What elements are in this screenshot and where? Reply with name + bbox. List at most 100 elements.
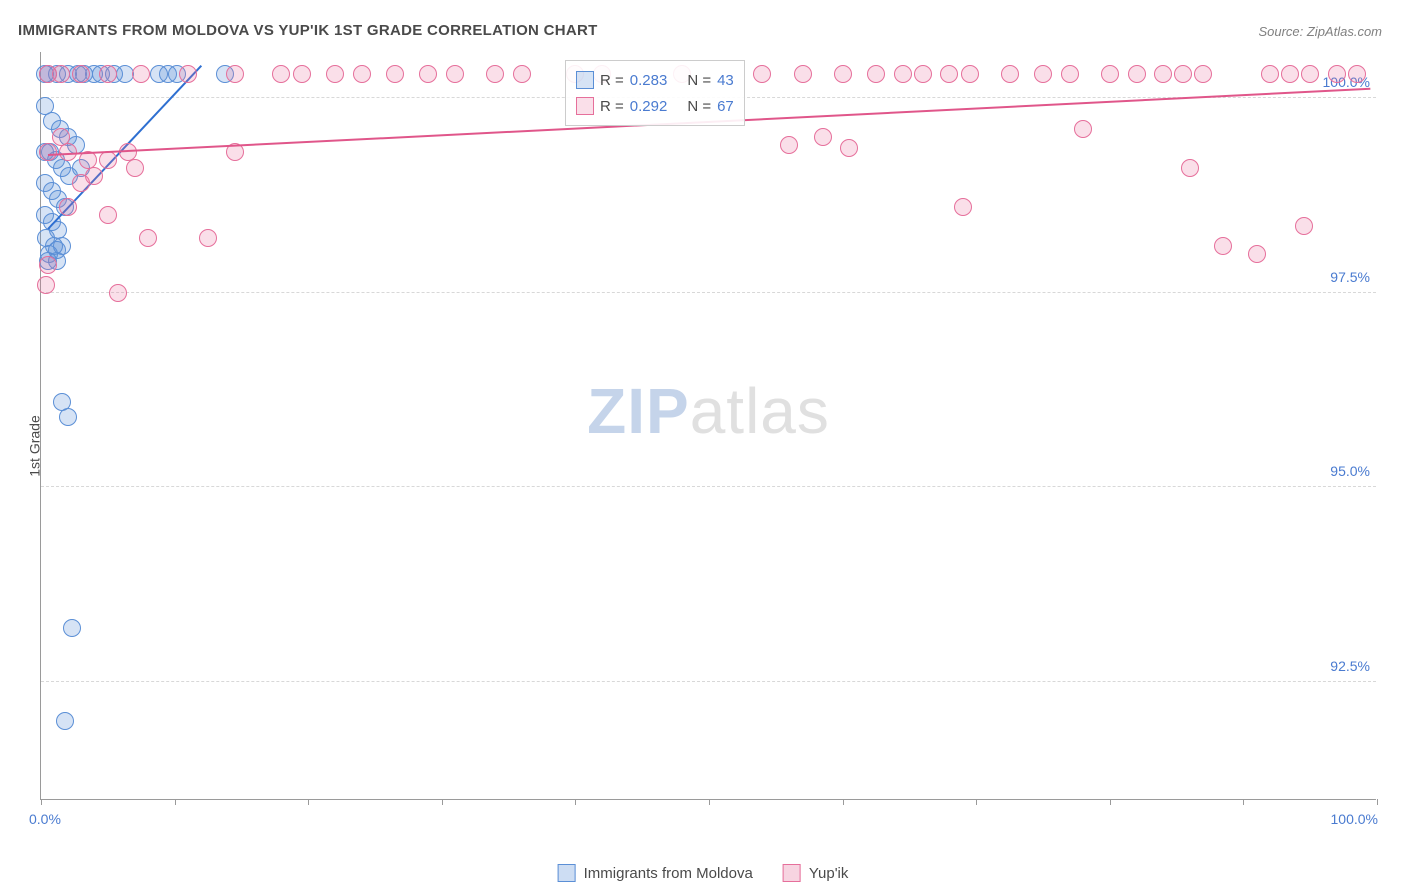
data-point xyxy=(386,65,404,83)
legend-bottom: Immigrants from Moldova Yup'ik xyxy=(558,864,849,882)
data-point xyxy=(37,276,55,294)
data-point xyxy=(1101,65,1119,83)
data-point xyxy=(139,229,157,247)
data-point xyxy=(1001,65,1019,83)
data-point xyxy=(940,65,958,83)
x-tick xyxy=(1243,799,1244,805)
data-point xyxy=(1061,65,1079,83)
data-point xyxy=(72,174,90,192)
x-tick xyxy=(843,799,844,805)
data-point xyxy=(99,65,117,83)
data-point xyxy=(834,65,852,83)
data-point xyxy=(179,65,197,83)
y-tick-label: 92.5% xyxy=(1330,658,1370,674)
data-point xyxy=(1154,65,1172,83)
data-point xyxy=(814,128,832,146)
data-point xyxy=(199,229,217,247)
data-point xyxy=(72,65,90,83)
watermark-zip: ZIP xyxy=(587,375,690,447)
data-point xyxy=(1181,159,1199,177)
data-point xyxy=(126,159,144,177)
legend-swatch xyxy=(783,864,801,882)
plot-area: ZIPatlas 92.5%95.0%97.5%100.0%0.0%100.0% xyxy=(40,52,1376,800)
stat-r-label: R = xyxy=(600,98,624,115)
data-point xyxy=(1248,245,1266,263)
x-tick xyxy=(575,799,576,805)
data-point xyxy=(914,65,932,83)
data-point xyxy=(1174,65,1192,83)
data-point xyxy=(780,136,798,154)
data-point xyxy=(132,65,150,83)
data-point xyxy=(961,65,979,83)
data-point xyxy=(109,284,127,302)
legend-swatch xyxy=(576,97,594,115)
gridline xyxy=(41,486,1376,487)
legend-label: Yup'ik xyxy=(809,865,849,882)
x-tick xyxy=(175,799,176,805)
data-point xyxy=(1281,65,1299,83)
data-point xyxy=(486,65,504,83)
legend-stats-row: R = 0.283 N = 43 xyxy=(576,67,734,93)
data-point xyxy=(1214,237,1232,255)
stat-n-value: 43 xyxy=(717,72,734,89)
watermark-atlas: atlas xyxy=(690,375,830,447)
x-tick xyxy=(1110,799,1111,805)
legend-stats-row: R = 0.292N = 67 xyxy=(576,93,734,119)
data-point xyxy=(56,712,74,730)
stat-n-label: N = xyxy=(687,72,711,89)
data-point xyxy=(59,198,77,216)
stat-n-value: 67 xyxy=(717,98,734,115)
data-point xyxy=(39,143,57,161)
data-point xyxy=(1194,65,1212,83)
x-tick xyxy=(1377,799,1378,805)
data-point xyxy=(1074,120,1092,138)
data-point xyxy=(1261,65,1279,83)
data-point xyxy=(867,65,885,83)
legend-stats-box: R = 0.283 N = 43 R = 0.292N = 67 xyxy=(565,60,745,126)
x-tick xyxy=(308,799,309,805)
legend-item: Yup'ik xyxy=(783,864,849,882)
gridline xyxy=(41,292,1376,293)
data-point xyxy=(52,128,70,146)
data-point xyxy=(419,65,437,83)
data-point xyxy=(99,206,117,224)
chart-title: IMMIGRANTS FROM MOLDOVA VS YUP'IK 1ST GR… xyxy=(18,22,598,39)
stat-r-value: 0.283 xyxy=(630,72,668,89)
source-attribution: Source: ZipAtlas.com xyxy=(1258,24,1382,39)
data-point xyxy=(272,65,290,83)
data-point xyxy=(513,65,531,83)
legend-swatch xyxy=(558,864,576,882)
data-point xyxy=(446,65,464,83)
gridline xyxy=(41,681,1376,682)
x-tick-label: 0.0% xyxy=(29,811,61,827)
watermark: ZIPatlas xyxy=(587,374,830,448)
data-point xyxy=(1128,65,1146,83)
y-tick-label: 97.5% xyxy=(1330,269,1370,285)
data-point xyxy=(39,256,57,274)
data-point xyxy=(353,65,371,83)
data-point xyxy=(63,619,81,637)
y-tick-label: 95.0% xyxy=(1330,463,1370,479)
data-point xyxy=(59,408,77,426)
x-tick xyxy=(41,799,42,805)
data-point xyxy=(1295,217,1313,235)
stat-r-value: 0.292 xyxy=(630,98,668,115)
legend-label: Immigrants from Moldova xyxy=(584,865,753,882)
data-point xyxy=(293,65,311,83)
data-point xyxy=(226,65,244,83)
data-point xyxy=(794,65,812,83)
data-point xyxy=(1348,65,1366,83)
data-point xyxy=(894,65,912,83)
x-tick xyxy=(442,799,443,805)
x-tick xyxy=(976,799,977,805)
data-point xyxy=(52,65,70,83)
data-point xyxy=(1034,65,1052,83)
data-point xyxy=(954,198,972,216)
chart-container: IMMIGRANTS FROM MOLDOVA VS YUP'IK 1ST GR… xyxy=(0,0,1406,892)
legend-swatch xyxy=(576,71,594,89)
data-point xyxy=(326,65,344,83)
data-point xyxy=(753,65,771,83)
data-point xyxy=(1301,65,1319,83)
stat-r-label: R = xyxy=(600,72,624,89)
data-point xyxy=(840,139,858,157)
